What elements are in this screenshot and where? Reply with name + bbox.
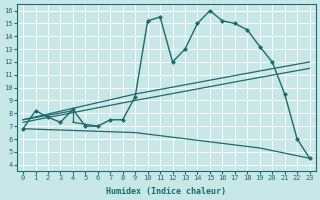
X-axis label: Humidex (Indice chaleur): Humidex (Indice chaleur) [106, 187, 226, 196]
